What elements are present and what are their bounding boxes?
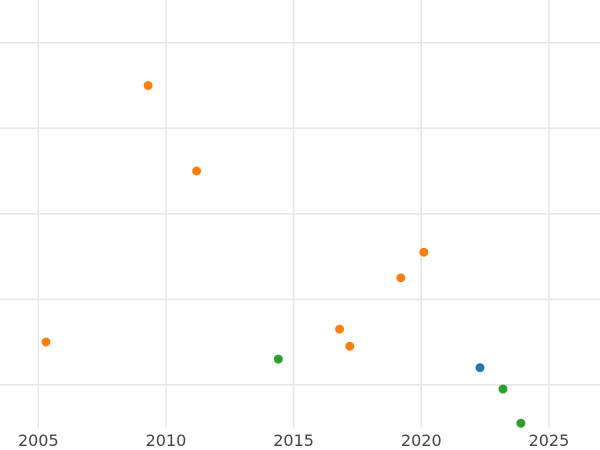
data-point-s0-1: [143, 81, 153, 90]
data-points: [41, 81, 526, 428]
data-point-s1-2: [516, 418, 526, 428]
data-point-s0-4: [345, 341, 355, 351]
x-tick-label: 2005: [18, 431, 59, 450]
x-tick-label: 2015: [273, 431, 314, 450]
data-point-s2-0: [475, 363, 485, 373]
data-point-s0-6: [419, 247, 429, 257]
x-tick-label: 2020: [401, 431, 442, 450]
grid: [0, 0, 600, 428]
data-point-s0-5: [396, 273, 406, 283]
data-point-s0-0: [41, 337, 51, 347]
data-point-s1-0: [273, 354, 283, 364]
x-tick-label: 2025: [529, 431, 570, 450]
x-axis-ticks: 2005 2010 2015 2020 2025: [18, 431, 569, 450]
x-tick-label: 2010: [146, 431, 187, 450]
data-point-s0-2: [192, 166, 202, 176]
data-point-s0-3: [335, 324, 345, 334]
data-point-s1-1: [498, 384, 508, 394]
